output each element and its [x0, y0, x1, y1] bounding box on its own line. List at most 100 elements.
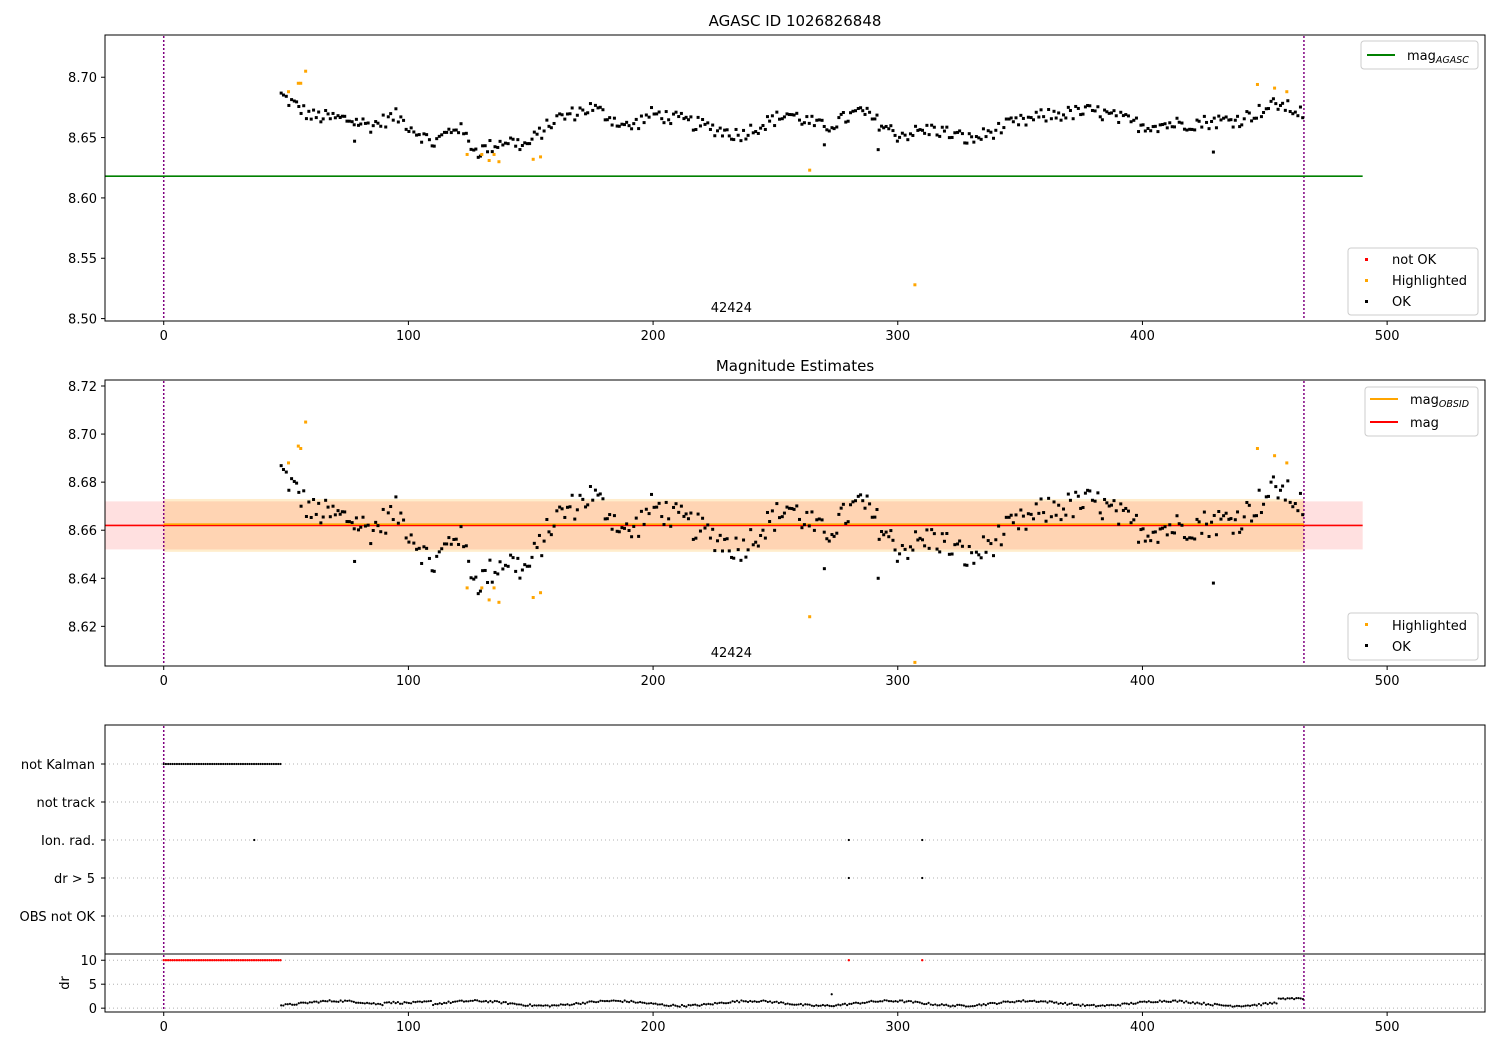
ok-point [1093, 499, 1097, 503]
dr-point [742, 1000, 745, 1003]
ok-point [832, 534, 836, 538]
dr-point [491, 1001, 494, 1004]
highlighted-point [296, 444, 300, 448]
ok-point [1105, 501, 1109, 505]
dr-point [502, 1001, 505, 1004]
dr-point [923, 1002, 926, 1006]
dr-point [771, 1001, 774, 1004]
ok-point [394, 107, 398, 111]
ok-point [1151, 530, 1155, 534]
ok-point [1021, 116, 1025, 120]
ok-point [938, 134, 942, 138]
dr-capped-point [171, 959, 174, 962]
dr-point [997, 1002, 1001, 1005]
ok-point [1229, 517, 1233, 521]
ok-point [601, 497, 605, 501]
ok-point [361, 117, 365, 121]
dr-point [678, 1005, 681, 1008]
dr-capped-point [164, 959, 168, 962]
ok-point [1071, 515, 1075, 519]
dr-point [1189, 1002, 1192, 1005]
dr-point [1200, 1003, 1203, 1006]
ok-point [525, 564, 529, 568]
x-tick-label: 100 [396, 1020, 421, 1035]
ok-point [287, 488, 291, 492]
ok-point [359, 122, 363, 126]
ok-point [1081, 112, 1085, 116]
dr-point [577, 1002, 580, 1005]
highlighted-point [808, 615, 812, 619]
dr-capped-point [219, 959, 223, 962]
ok-point [620, 526, 624, 530]
dr-point [980, 1004, 983, 1007]
dr-point [766, 1000, 769, 1004]
ok-point [967, 544, 971, 548]
dr-point [423, 1000, 426, 1003]
x-tick-label: 500 [1375, 329, 1400, 344]
dr-point [1088, 1004, 1091, 1007]
flag-point [197, 762, 201, 766]
dr-point [363, 1002, 366, 1005]
ok-point [1156, 540, 1160, 544]
ok-point [1269, 99, 1273, 103]
ok-point [765, 510, 769, 514]
ok-point [938, 550, 942, 554]
dr-point [357, 1001, 360, 1004]
ok-point [1134, 513, 1138, 517]
dr-point [586, 1001, 589, 1004]
dr-point [293, 1003, 296, 1006]
ok-point [295, 481, 299, 485]
ok-point [1014, 116, 1018, 120]
dr-point [991, 1001, 994, 1005]
ok-point [338, 115, 342, 119]
dr-point [315, 1000, 318, 1003]
ok-point [956, 130, 960, 134]
ok-point [1252, 116, 1256, 120]
ok-point [684, 512, 688, 516]
ok-point [720, 134, 724, 138]
dr-point [1213, 1002, 1216, 1006]
ok-point [1034, 502, 1038, 506]
ok-point [1109, 111, 1113, 115]
flag-point [274, 762, 278, 766]
ok-point [324, 108, 328, 112]
flag-point [253, 838, 256, 842]
dr-point [1251, 1004, 1254, 1007]
ok-point [549, 533, 553, 537]
ok-point [667, 517, 671, 521]
ok-point [662, 121, 666, 125]
dr-point [636, 1001, 640, 1004]
ok-point [664, 110, 668, 114]
ok-point [713, 134, 717, 138]
ok-point [746, 548, 750, 552]
ok-point [509, 553, 513, 557]
dr-point [346, 999, 349, 1003]
ok-point [440, 547, 444, 551]
ok-point [1149, 129, 1153, 133]
ok-point [895, 139, 899, 143]
ok-point [1004, 117, 1008, 121]
dr-point [746, 1000, 750, 1004]
dr-point [1233, 1005, 1236, 1008]
dr-capped-point [250, 959, 254, 962]
dr-point [284, 1003, 287, 1006]
ok-point [1044, 519, 1048, 523]
ok-point [1264, 107, 1268, 111]
ok-point [751, 543, 755, 547]
highlighted-point [487, 159, 491, 163]
dr-point [1039, 1000, 1043, 1003]
ok-point [535, 546, 539, 550]
ok-point [535, 132, 539, 136]
ok-point [608, 116, 612, 120]
ok-point [893, 133, 897, 137]
ok-point [768, 519, 772, 523]
dr-point [1061, 1002, 1065, 1005]
ok-point [652, 505, 656, 509]
dr-point [1282, 997, 1285, 1000]
ok-point [1024, 527, 1028, 531]
ok-point [1245, 110, 1249, 114]
ok-point [1252, 514, 1256, 518]
dr-point [550, 1004, 554, 1007]
ok-point [1238, 125, 1242, 129]
